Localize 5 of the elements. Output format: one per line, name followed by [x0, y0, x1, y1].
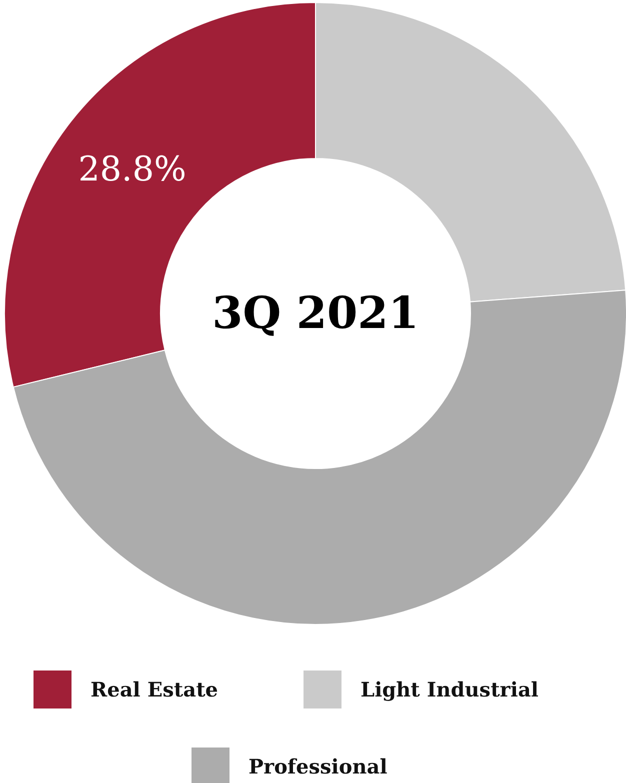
data-label: 28.8% — [78, 150, 186, 190]
legend-label: Professional — [248, 754, 388, 778]
legend-label: Real Estate — [90, 678, 218, 702]
text: 3Q 2021 — [212, 288, 419, 339]
legend-label: Light Industrial — [360, 678, 539, 702]
